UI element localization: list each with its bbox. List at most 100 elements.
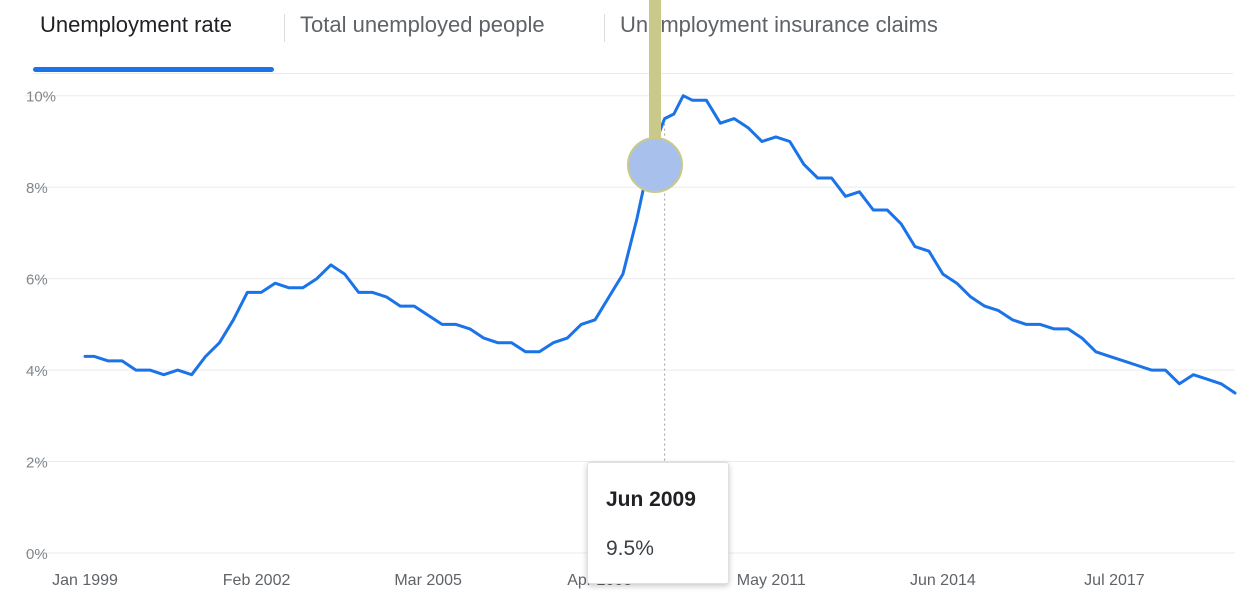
data-point <box>997 309 1000 312</box>
data-point <box>260 291 263 294</box>
data-point <box>301 286 304 289</box>
data-point <box>246 291 249 294</box>
data-point <box>719 122 722 125</box>
data-point <box>204 355 207 358</box>
data-point <box>1108 355 1111 358</box>
data-point <box>176 369 179 372</box>
data-point <box>496 341 499 344</box>
data-point <box>607 295 610 298</box>
data-point <box>682 94 685 97</box>
data-point <box>343 273 346 276</box>
highlight-marker-stem <box>649 0 661 145</box>
data-point <box>955 282 958 285</box>
chart-tooltip: Jun 2009 9.5% <box>587 462 729 584</box>
y-tick-label: 0% <box>26 546 48 563</box>
data-point <box>872 209 875 212</box>
y-tick-label: 2% <box>26 455 48 472</box>
data-point <box>315 277 318 280</box>
tooltip-date: Jun 2009 <box>606 488 696 511</box>
data-point <box>621 273 624 276</box>
data-point <box>983 305 986 308</box>
data-point <box>1234 391 1237 394</box>
data-point <box>830 177 833 180</box>
data-point <box>218 341 221 344</box>
data-point <box>1011 318 1014 321</box>
data-point <box>93 355 96 358</box>
data-point <box>107 359 110 362</box>
tab-divider <box>604 14 605 42</box>
data-point <box>969 295 972 298</box>
data-point <box>802 163 805 166</box>
data-point <box>886 209 889 212</box>
x-tick-label: Jan 1999 <box>52 572 118 589</box>
data-point <box>413 305 416 308</box>
data-point <box>1039 323 1042 326</box>
data-point <box>121 359 124 362</box>
data-point <box>385 295 388 298</box>
tab-unemployment-insurance-claims[interactable]: Unemployment insurance claims <box>620 12 938 37</box>
data-point <box>1067 327 1070 330</box>
y-tick-label: 8% <box>26 180 48 197</box>
data-point <box>635 218 638 221</box>
data-point <box>1080 337 1083 340</box>
data-point <box>1136 364 1139 367</box>
data-point <box>858 190 861 193</box>
data-point <box>399 305 402 308</box>
data-point <box>274 282 277 285</box>
data-point <box>1150 369 1153 372</box>
data-point <box>927 250 930 253</box>
data-point <box>663 117 666 120</box>
data-point <box>288 286 291 289</box>
data-point <box>774 135 777 138</box>
data-point <box>162 373 165 376</box>
data-point <box>788 140 791 143</box>
y-tick-label: 10% <box>26 89 56 106</box>
data-point <box>733 117 736 120</box>
data-point <box>580 323 583 326</box>
data-point <box>1164 369 1167 372</box>
data-point <box>1178 382 1181 385</box>
data-point <box>816 177 819 180</box>
data-point <box>1206 378 1209 381</box>
data-point <box>468 327 471 330</box>
data-point <box>427 314 430 317</box>
data-point <box>705 99 708 102</box>
tab-divider <box>284 14 285 42</box>
data-point <box>552 341 555 344</box>
data-point <box>371 291 374 294</box>
highlight-marker <box>627 137 683 193</box>
data-point <box>900 222 903 225</box>
tabs-divider <box>33 73 1233 74</box>
data-point <box>1094 350 1097 353</box>
data-point <box>482 337 485 340</box>
tab-bar: Unemployment rate Total unemployed peopl… <box>0 0 1242 74</box>
data-point <box>941 273 944 276</box>
data-point <box>84 355 87 358</box>
data-point <box>1025 323 1028 326</box>
data-point <box>454 323 457 326</box>
tab-total-unemployed-people[interactable]: Total unemployed people <box>300 12 545 37</box>
y-tick-label: 4% <box>26 363 48 380</box>
y-tick-label: 6% <box>26 272 48 289</box>
x-tick-label: Jun 2014 <box>910 572 976 589</box>
data-point <box>148 369 151 372</box>
data-point <box>441 323 444 326</box>
x-tick-label: Jul 2017 <box>1084 572 1145 589</box>
x-tick-label: Feb 2002 <box>223 572 291 589</box>
data-point <box>747 126 750 129</box>
data-point <box>691 99 694 102</box>
data-point <box>232 318 235 321</box>
data-point <box>538 350 541 353</box>
x-tick-label: Mar 2005 <box>394 572 462 589</box>
data-point <box>594 318 597 321</box>
data-point <box>357 291 360 294</box>
data-point <box>190 373 193 376</box>
data-point <box>510 341 513 344</box>
data-point <box>524 350 527 353</box>
data-point <box>1053 327 1056 330</box>
unemployment-rate-line <box>83 94 1237 395</box>
tab-unemployment-rate[interactable]: Unemployment rate <box>40 12 232 37</box>
data-point <box>1220 382 1223 385</box>
data-point <box>844 195 847 198</box>
